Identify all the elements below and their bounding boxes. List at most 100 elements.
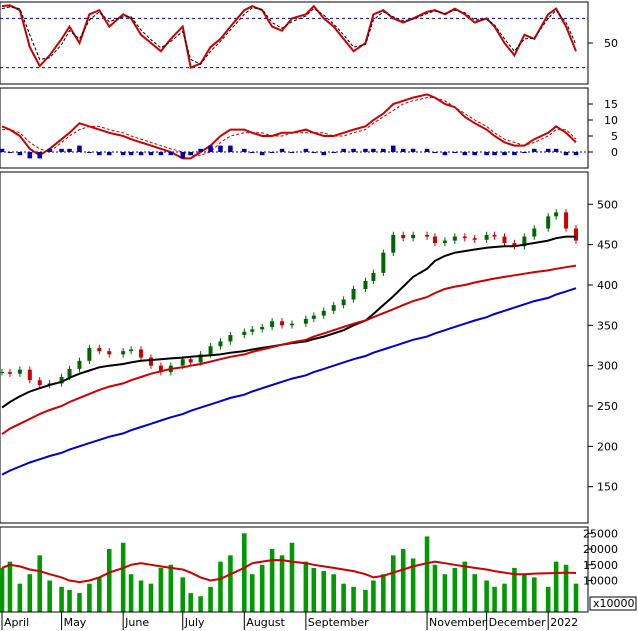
volume-bar bbox=[218, 561, 223, 612]
macd-bar bbox=[424, 148, 430, 152]
macd-bar bbox=[390, 145, 396, 152]
candle-body bbox=[289, 323, 294, 326]
volume-bar bbox=[472, 574, 477, 612]
volume-bar bbox=[27, 574, 33, 612]
macd-bar bbox=[321, 152, 327, 156]
macd-bar bbox=[381, 148, 386, 152]
candle-body bbox=[87, 347, 92, 361]
y-tick-label: 0 bbox=[611, 146, 618, 159]
macd-bar bbox=[188, 152, 193, 156]
month-axis: April May June July August September November D… bbox=[0, 611, 588, 630]
volume-bar bbox=[97, 577, 102, 612]
candle-body bbox=[472, 238, 477, 240]
macd-bar bbox=[17, 152, 23, 156]
panel-frame bbox=[0, 1, 589, 85]
candle-body bbox=[381, 252, 386, 273]
macd-bar bbox=[502, 152, 507, 156]
macd-bar bbox=[573, 152, 579, 156]
macd-bar bbox=[484, 152, 489, 156]
candle-body bbox=[188, 359, 193, 363]
volume-bar bbox=[242, 533, 247, 612]
macd-bar bbox=[138, 152, 144, 156]
macd-bar bbox=[279, 148, 285, 152]
candle-body bbox=[303, 318, 308, 324]
volume-bar bbox=[47, 580, 52, 612]
candle-body bbox=[139, 349, 144, 358]
volume-bar bbox=[424, 536, 430, 612]
volume-bar bbox=[158, 567, 164, 612]
volume-bar bbox=[67, 589, 72, 612]
month-label: April bbox=[4, 616, 29, 629]
volume-bar bbox=[106, 549, 112, 612]
volume-bar bbox=[168, 564, 174, 612]
series-stochastic-0 bbox=[1, 4, 577, 69]
candle-body bbox=[218, 341, 223, 347]
y-tick-label: 15000 bbox=[583, 559, 618, 572]
series-price-2 bbox=[1, 264, 577, 436]
candle-body bbox=[452, 236, 457, 241]
macd-bar bbox=[168, 152, 174, 156]
macd-bar bbox=[563, 152, 569, 156]
volume-bar bbox=[381, 574, 386, 612]
candle-body bbox=[363, 280, 368, 289]
series-price-3 bbox=[1, 287, 577, 476]
volume-bar bbox=[249, 574, 255, 612]
candle-body bbox=[401, 234, 406, 239]
macd-bar bbox=[218, 145, 223, 152]
series-line bbox=[1, 264, 577, 436]
macd-bar bbox=[97, 152, 102, 156]
volume-bar bbox=[532, 577, 537, 612]
candle-body bbox=[129, 349, 134, 352]
series-price-0 bbox=[0, 209, 578, 389]
volume-bar bbox=[269, 549, 275, 612]
series-price-1 bbox=[1, 235, 576, 409]
candle-body bbox=[27, 369, 32, 381]
candle-body bbox=[522, 236, 527, 247]
candle-body bbox=[331, 305, 336, 311]
candle-body bbox=[432, 236, 437, 244]
candle-body bbox=[7, 372, 12, 374]
macd-bar bbox=[180, 152, 186, 159]
macd-bar bbox=[242, 148, 247, 152]
candle-body bbox=[425, 234, 430, 237]
macd-bar bbox=[77, 145, 82, 152]
candle-body bbox=[564, 212, 569, 229]
volume-bar bbox=[400, 549, 406, 612]
series-volume-0 bbox=[0, 533, 579, 612]
y-tick-label: 15 bbox=[604, 98, 618, 111]
macd-bar bbox=[59, 148, 64, 152]
volume-bar bbox=[331, 574, 336, 612]
candle-body bbox=[484, 234, 489, 240]
volume-bar bbox=[545, 586, 551, 612]
candle-body bbox=[198, 354, 203, 363]
chart-panels: 5015105050045040035030025020015025000200… bbox=[0, 1, 637, 613]
volume-bar bbox=[138, 580, 144, 612]
macd-bar bbox=[27, 152, 33, 159]
candle-body bbox=[107, 351, 112, 355]
candle-body bbox=[270, 321, 275, 327]
month-label: May bbox=[64, 616, 87, 629]
y-tick-label: 200 bbox=[597, 440, 618, 453]
volume-bar bbox=[17, 583, 23, 612]
volume-bar bbox=[390, 555, 396, 612]
volume-bar bbox=[573, 583, 579, 612]
macd-bar bbox=[120, 152, 126, 156]
macd-bar bbox=[341, 148, 346, 152]
macd-bar bbox=[400, 148, 406, 152]
unit-label: x10000 bbox=[593, 597, 635, 610]
macd-bar bbox=[545, 148, 551, 152]
candle-body bbox=[492, 234, 497, 237]
macd-bar bbox=[0, 148, 5, 152]
macd-bar bbox=[351, 148, 356, 152]
y-tick-label: 150 bbox=[597, 481, 618, 494]
series-macd-0 bbox=[1, 93, 577, 160]
macd-bar bbox=[311, 152, 317, 153]
macd-bar bbox=[331, 152, 336, 153]
volume-bar bbox=[120, 542, 126, 612]
volume-bar bbox=[442, 574, 448, 612]
macd-bar bbox=[512, 152, 517, 156]
candle-body bbox=[37, 380, 42, 386]
volume-bar bbox=[180, 577, 186, 612]
macd-bar bbox=[492, 152, 497, 156]
candle-body bbox=[228, 334, 233, 342]
